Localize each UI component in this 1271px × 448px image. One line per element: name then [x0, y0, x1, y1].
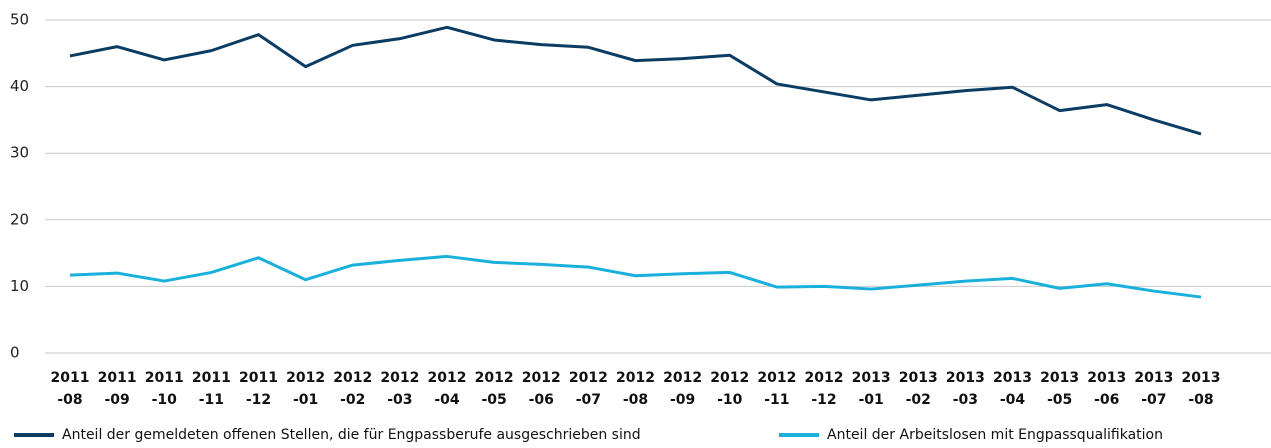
- x-tick-label: 2013 -06: [1087, 370, 1127, 408]
- y-tick-label: 40: [10, 77, 29, 95]
- x-tick-label: 2013 -03: [945, 370, 985, 408]
- legend-swatch: [14, 433, 54, 437]
- x-tick-label: 2012 -09: [663, 370, 703, 408]
- x-tick-label: 2013 -01: [851, 370, 891, 408]
- x-tick-label: 2013 -07: [1134, 370, 1174, 408]
- x-tick-label: 2011 -09: [97, 370, 137, 408]
- x-tick-label: 2011 -10: [144, 370, 184, 408]
- x-tick-label: 2012 -11: [757, 370, 797, 408]
- legend-item: Anteil der Arbeitslosen mit Engpassquali…: [779, 427, 1163, 443]
- y-tick-label: 20: [10, 210, 29, 228]
- x-tick-label: 2013 -08: [1181, 370, 1221, 408]
- x-tick-label: 2012 -08: [616, 370, 655, 408]
- x-tick-label: 2012 -04: [427, 370, 467, 408]
- x-tick-label: 2013 -04: [993, 370, 1032, 408]
- x-tick-label: 2012 -03: [380, 370, 420, 408]
- x-tick-label: 2011 -08: [50, 370, 90, 408]
- x-tick-label: 2013 -05: [1040, 370, 1080, 408]
- x-tick-label: 2012 -06: [521, 370, 561, 408]
- x-tick-label: 2013 -02: [898, 370, 938, 408]
- y-tick-label: 50: [10, 11, 29, 29]
- x-tick-label: 2012 -12: [804, 370, 844, 408]
- x-tick-label: 2012 -01: [286, 370, 326, 408]
- x-tick-label: 2012 -10: [710, 370, 750, 408]
- x-tick-label: 2011 -12: [239, 370, 278, 408]
- series-line: [69, 25, 1202, 136]
- series-line: [69, 254, 1202, 299]
- legend-item: Anteil der gemeldeten offenen Stellen, d…: [14, 427, 641, 443]
- y-tick-label: 0: [10, 344, 20, 362]
- x-tick-label: 2012 -02: [333, 370, 373, 408]
- y-tick-label: 10: [10, 277, 29, 295]
- x-tick-label: 2012 -05: [474, 370, 514, 408]
- legend-swatch: [779, 433, 819, 437]
- legend-label: Anteil der Arbeitslosen mit Engpassquali…: [827, 427, 1163, 443]
- x-tick-label: 2012 -07: [568, 370, 608, 408]
- y-tick-label: 30: [10, 144, 29, 162]
- x-tick-label: 2011 -11: [191, 370, 231, 408]
- legend-label: Anteil der gemeldeten offenen Stellen, d…: [62, 427, 641, 443]
